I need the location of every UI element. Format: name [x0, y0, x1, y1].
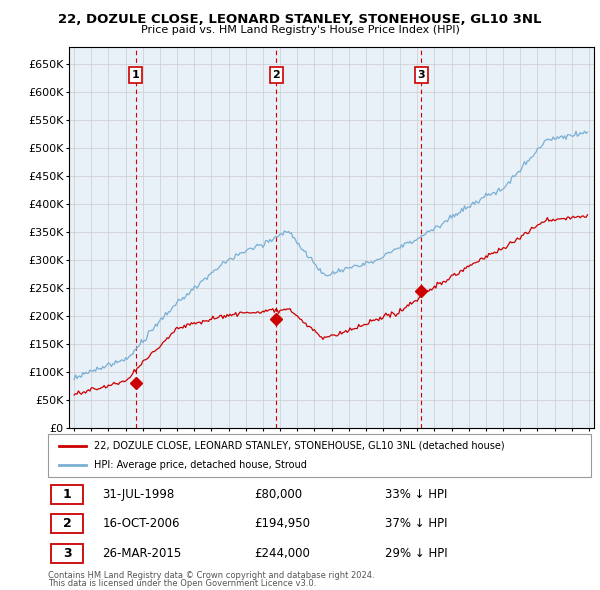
- Text: 37% ↓ HPI: 37% ↓ HPI: [385, 517, 447, 530]
- Text: Contains HM Land Registry data © Crown copyright and database right 2024.: Contains HM Land Registry data © Crown c…: [48, 571, 374, 579]
- Text: 2: 2: [62, 517, 71, 530]
- Text: £194,950: £194,950: [254, 517, 310, 530]
- Text: HPI: Average price, detached house, Stroud: HPI: Average price, detached house, Stro…: [94, 460, 307, 470]
- FancyBboxPatch shape: [51, 544, 83, 563]
- Text: 3: 3: [62, 547, 71, 560]
- Text: Price paid vs. HM Land Registry's House Price Index (HPI): Price paid vs. HM Land Registry's House …: [140, 25, 460, 35]
- Text: 22, DOZULE CLOSE, LEONARD STANLEY, STONEHOUSE, GL10 3NL (detached house): 22, DOZULE CLOSE, LEONARD STANLEY, STONE…: [94, 441, 505, 451]
- FancyBboxPatch shape: [51, 485, 83, 504]
- Text: 26-MAR-2015: 26-MAR-2015: [103, 547, 182, 560]
- FancyBboxPatch shape: [51, 514, 83, 533]
- Text: 1: 1: [62, 489, 71, 502]
- Text: 22, DOZULE CLOSE, LEONARD STANLEY, STONEHOUSE, GL10 3NL: 22, DOZULE CLOSE, LEONARD STANLEY, STONE…: [58, 13, 542, 26]
- Text: 1: 1: [131, 70, 139, 80]
- Text: 3: 3: [418, 70, 425, 80]
- Text: 16-OCT-2006: 16-OCT-2006: [103, 517, 180, 530]
- FancyBboxPatch shape: [48, 434, 591, 477]
- Text: 31-JUL-1998: 31-JUL-1998: [103, 489, 175, 502]
- Text: This data is licensed under the Open Government Licence v3.0.: This data is licensed under the Open Gov…: [48, 579, 316, 588]
- Text: 29% ↓ HPI: 29% ↓ HPI: [385, 547, 447, 560]
- Text: 33% ↓ HPI: 33% ↓ HPI: [385, 489, 447, 502]
- Text: 2: 2: [272, 70, 280, 80]
- Text: £80,000: £80,000: [254, 489, 302, 502]
- Text: £244,000: £244,000: [254, 547, 310, 560]
